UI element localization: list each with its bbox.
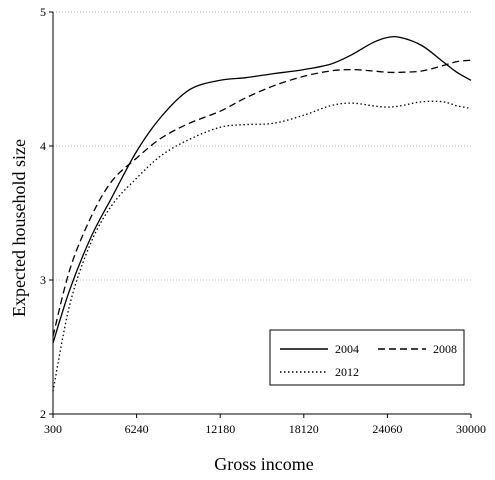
y-tick-label: 3 [40,273,46,287]
series-line-2012 [52,100,472,392]
legend-label-2012: 2012 [335,365,359,379]
x-axis-title: Gross income [214,454,313,474]
series-line-2008 [52,59,472,337]
x-tick-label: 12180 [205,422,235,436]
series-line-2004 [52,35,472,344]
x-tick-label: 6240 [125,422,149,436]
x-ticks: 300 6240 12180 18120 24060 30000 [44,414,486,436]
gridlines [53,11,471,281]
x-tick-label: 30000 [456,422,486,436]
y-axis-title: Expected household size [9,139,29,317]
y-tick-label: 2 [40,407,46,421]
legend-label-2004: 2004 [335,342,359,356]
y-tick-label: 4 [40,139,46,153]
y-tick-label: 5 [40,5,46,19]
legend-label-2008: 2008 [433,342,457,356]
x-tick-label: 24060 [372,422,402,436]
y-ticks: 2 3 4 5 [40,5,53,421]
series-lines [52,35,472,392]
x-tick-label: 18120 [289,422,319,436]
legend-box [269,329,465,386]
x-tick-label: 300 [44,422,62,436]
legend: 2004 2008 2012 [269,329,465,386]
axes [52,12,471,415]
